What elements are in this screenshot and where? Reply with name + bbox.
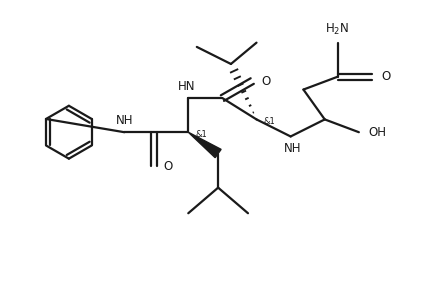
Text: NH: NH — [284, 142, 302, 155]
Text: O: O — [164, 160, 173, 173]
Text: OH: OH — [368, 126, 386, 139]
Text: O: O — [381, 70, 390, 83]
Text: HN: HN — [178, 79, 195, 93]
Text: NH: NH — [116, 114, 133, 127]
Polygon shape — [188, 132, 221, 158]
Text: O: O — [262, 75, 271, 88]
Text: &1: &1 — [196, 130, 207, 139]
Text: H$_2$N: H$_2$N — [325, 22, 349, 37]
Text: &1: &1 — [264, 117, 276, 126]
